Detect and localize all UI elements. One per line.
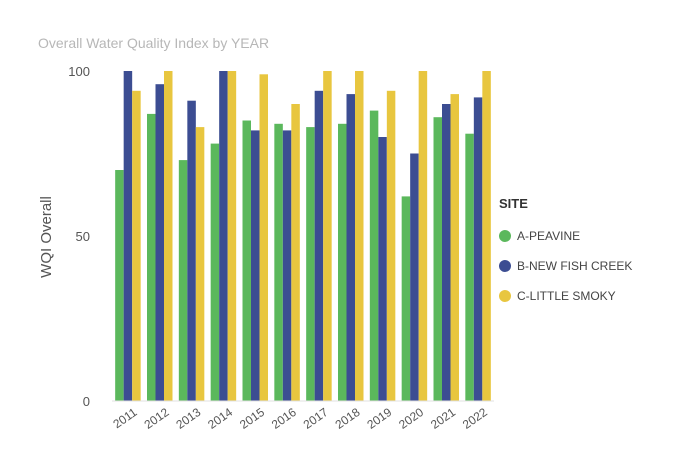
bar-a-peavine-2019[interactable] bbox=[369, 110, 379, 401]
bar-a-peavine-2021[interactable] bbox=[433, 117, 443, 401]
x-tick-label: 2016 bbox=[269, 405, 299, 432]
bar-a-peavine-2014[interactable] bbox=[210, 143, 220, 401]
bar-c-little-smoky-2021[interactable] bbox=[450, 94, 460, 401]
y-axis-label: WQI Overall bbox=[38, 196, 55, 278]
legend-items: A-PEAVINE B-NEW FISH CREEK C-LITTLE SMOKY bbox=[499, 221, 632, 311]
legend-item[interactable]: C-LITTLE SMOKY bbox=[499, 281, 632, 311]
bar-c-little-smoky-2022[interactable] bbox=[482, 71, 491, 401]
bar-b-new-fish-creek-2014[interactable] bbox=[219, 71, 228, 401]
bar-a-peavine-2011[interactable] bbox=[115, 170, 124, 401]
legend: SITE A-PEAVINE B-NEW FISH CREEK C-LITTLE S… bbox=[499, 196, 632, 311]
bar-b-new-fish-creek-2011[interactable] bbox=[123, 71, 133, 401]
bar-group bbox=[115, 71, 491, 402]
x-tick-label: 2018 bbox=[333, 405, 363, 432]
x-tick-label: 2014 bbox=[205, 405, 235, 432]
y-axis-ticks: 0 50 100 bbox=[68, 64, 90, 409]
x-tick-label: 2021 bbox=[428, 405, 458, 432]
bar-a-peavine-2017[interactable] bbox=[306, 127, 315, 401]
bar-c-little-smoky-2018[interactable] bbox=[355, 71, 364, 401]
bar-a-peavine-2013[interactable] bbox=[178, 160, 188, 401]
bar-b-new-fish-creek-2018[interactable] bbox=[346, 94, 356, 401]
legend-label: C-LITTLE SMOKY bbox=[517, 289, 616, 303]
bar-a-peavine-2020[interactable] bbox=[401, 196, 411, 401]
x-tick-label: 2013 bbox=[173, 405, 203, 432]
y-tick-label: 50 bbox=[76, 229, 90, 244]
chart-title: Overall Water Quality Index by YEAR bbox=[38, 35, 269, 51]
legend-swatch-icon bbox=[499, 260, 511, 272]
legend-item[interactable]: A-PEAVINE bbox=[499, 221, 632, 251]
x-tick-label: 2020 bbox=[396, 405, 426, 432]
legend-label: B-NEW FISH CREEK bbox=[517, 259, 633, 273]
x-tick-label: 2017 bbox=[301, 405, 331, 432]
bar-a-peavine-2015[interactable] bbox=[242, 120, 252, 402]
bar-c-little-smoky-2011[interactable] bbox=[132, 90, 141, 402]
x-tick-label: 2011 bbox=[110, 405, 139, 431]
bar-a-peavine-2018[interactable] bbox=[338, 123, 347, 402]
legend-label: A-PEAVINE bbox=[517, 229, 581, 243]
bar-b-new-fish-creek-2020[interactable] bbox=[410, 153, 419, 402]
x-tick-label: 2022 bbox=[460, 405, 490, 432]
bar-b-new-fish-creek-2021[interactable] bbox=[442, 104, 451, 401]
bar-b-new-fish-creek-2019[interactable] bbox=[378, 137, 387, 401]
bar-c-little-smoky-2013[interactable] bbox=[195, 127, 205, 401]
bar-a-peavine-2012[interactable] bbox=[147, 113, 156, 402]
bar-b-new-fish-creek-2015[interactable] bbox=[251, 130, 260, 401]
bar-c-little-smoky-2014[interactable] bbox=[227, 71, 237, 401]
bar-b-new-fish-creek-2016[interactable] bbox=[282, 130, 292, 401]
x-tick-label: 2019 bbox=[364, 405, 394, 432]
legend-swatch-icon bbox=[499, 290, 511, 302]
bar-c-little-smoky-2012[interactable] bbox=[164, 71, 173, 401]
x-tick-label: 2015 bbox=[237, 405, 267, 432]
bar-a-peavine-2022[interactable] bbox=[465, 133, 474, 401]
bar-b-new-fish-creek-2012[interactable] bbox=[155, 84, 165, 401]
x-tick-label: 2012 bbox=[142, 405, 172, 432]
bar-a-peavine-2016[interactable] bbox=[274, 123, 283, 402]
y-tick-label: 100 bbox=[68, 64, 90, 79]
bar-b-new-fish-creek-2022[interactable] bbox=[473, 97, 483, 402]
legend-title: SITE bbox=[499, 196, 528, 211]
bar-c-little-smoky-2017[interactable] bbox=[323, 71, 332, 401]
legend-item[interactable]: B-NEW FISH CREEK bbox=[499, 251, 632, 281]
x-axis-ticks: 2011 2012 2013 2014 2015 2016 2017 2018 2019 2020… bbox=[110, 405, 490, 432]
bar-c-little-smoky-2020[interactable] bbox=[418, 71, 428, 401]
y-tick-label: 0 bbox=[83, 394, 90, 409]
bar-b-new-fish-creek-2013[interactable] bbox=[187, 100, 196, 401]
legend-swatch-icon bbox=[499, 230, 511, 242]
bar-c-little-smoky-2016[interactable] bbox=[291, 104, 300, 401]
bar-c-little-smoky-2019[interactable] bbox=[386, 90, 396, 402]
bar-c-little-smoky-2015[interactable] bbox=[259, 74, 269, 402]
bar-b-new-fish-creek-2017[interactable] bbox=[314, 90, 324, 402]
